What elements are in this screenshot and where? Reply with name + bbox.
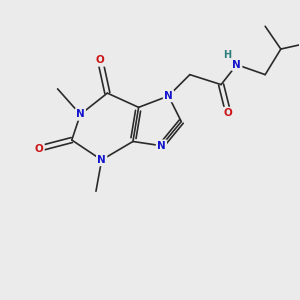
- Text: O: O: [35, 144, 44, 154]
- Text: N: N: [76, 110, 85, 119]
- Text: O: O: [224, 108, 233, 118]
- Text: N: N: [232, 60, 241, 70]
- Text: N: N: [164, 91, 173, 101]
- Text: N: N: [97, 155, 106, 165]
- Text: N: N: [157, 141, 166, 151]
- Text: H: H: [223, 50, 231, 60]
- Text: O: O: [96, 56, 105, 65]
